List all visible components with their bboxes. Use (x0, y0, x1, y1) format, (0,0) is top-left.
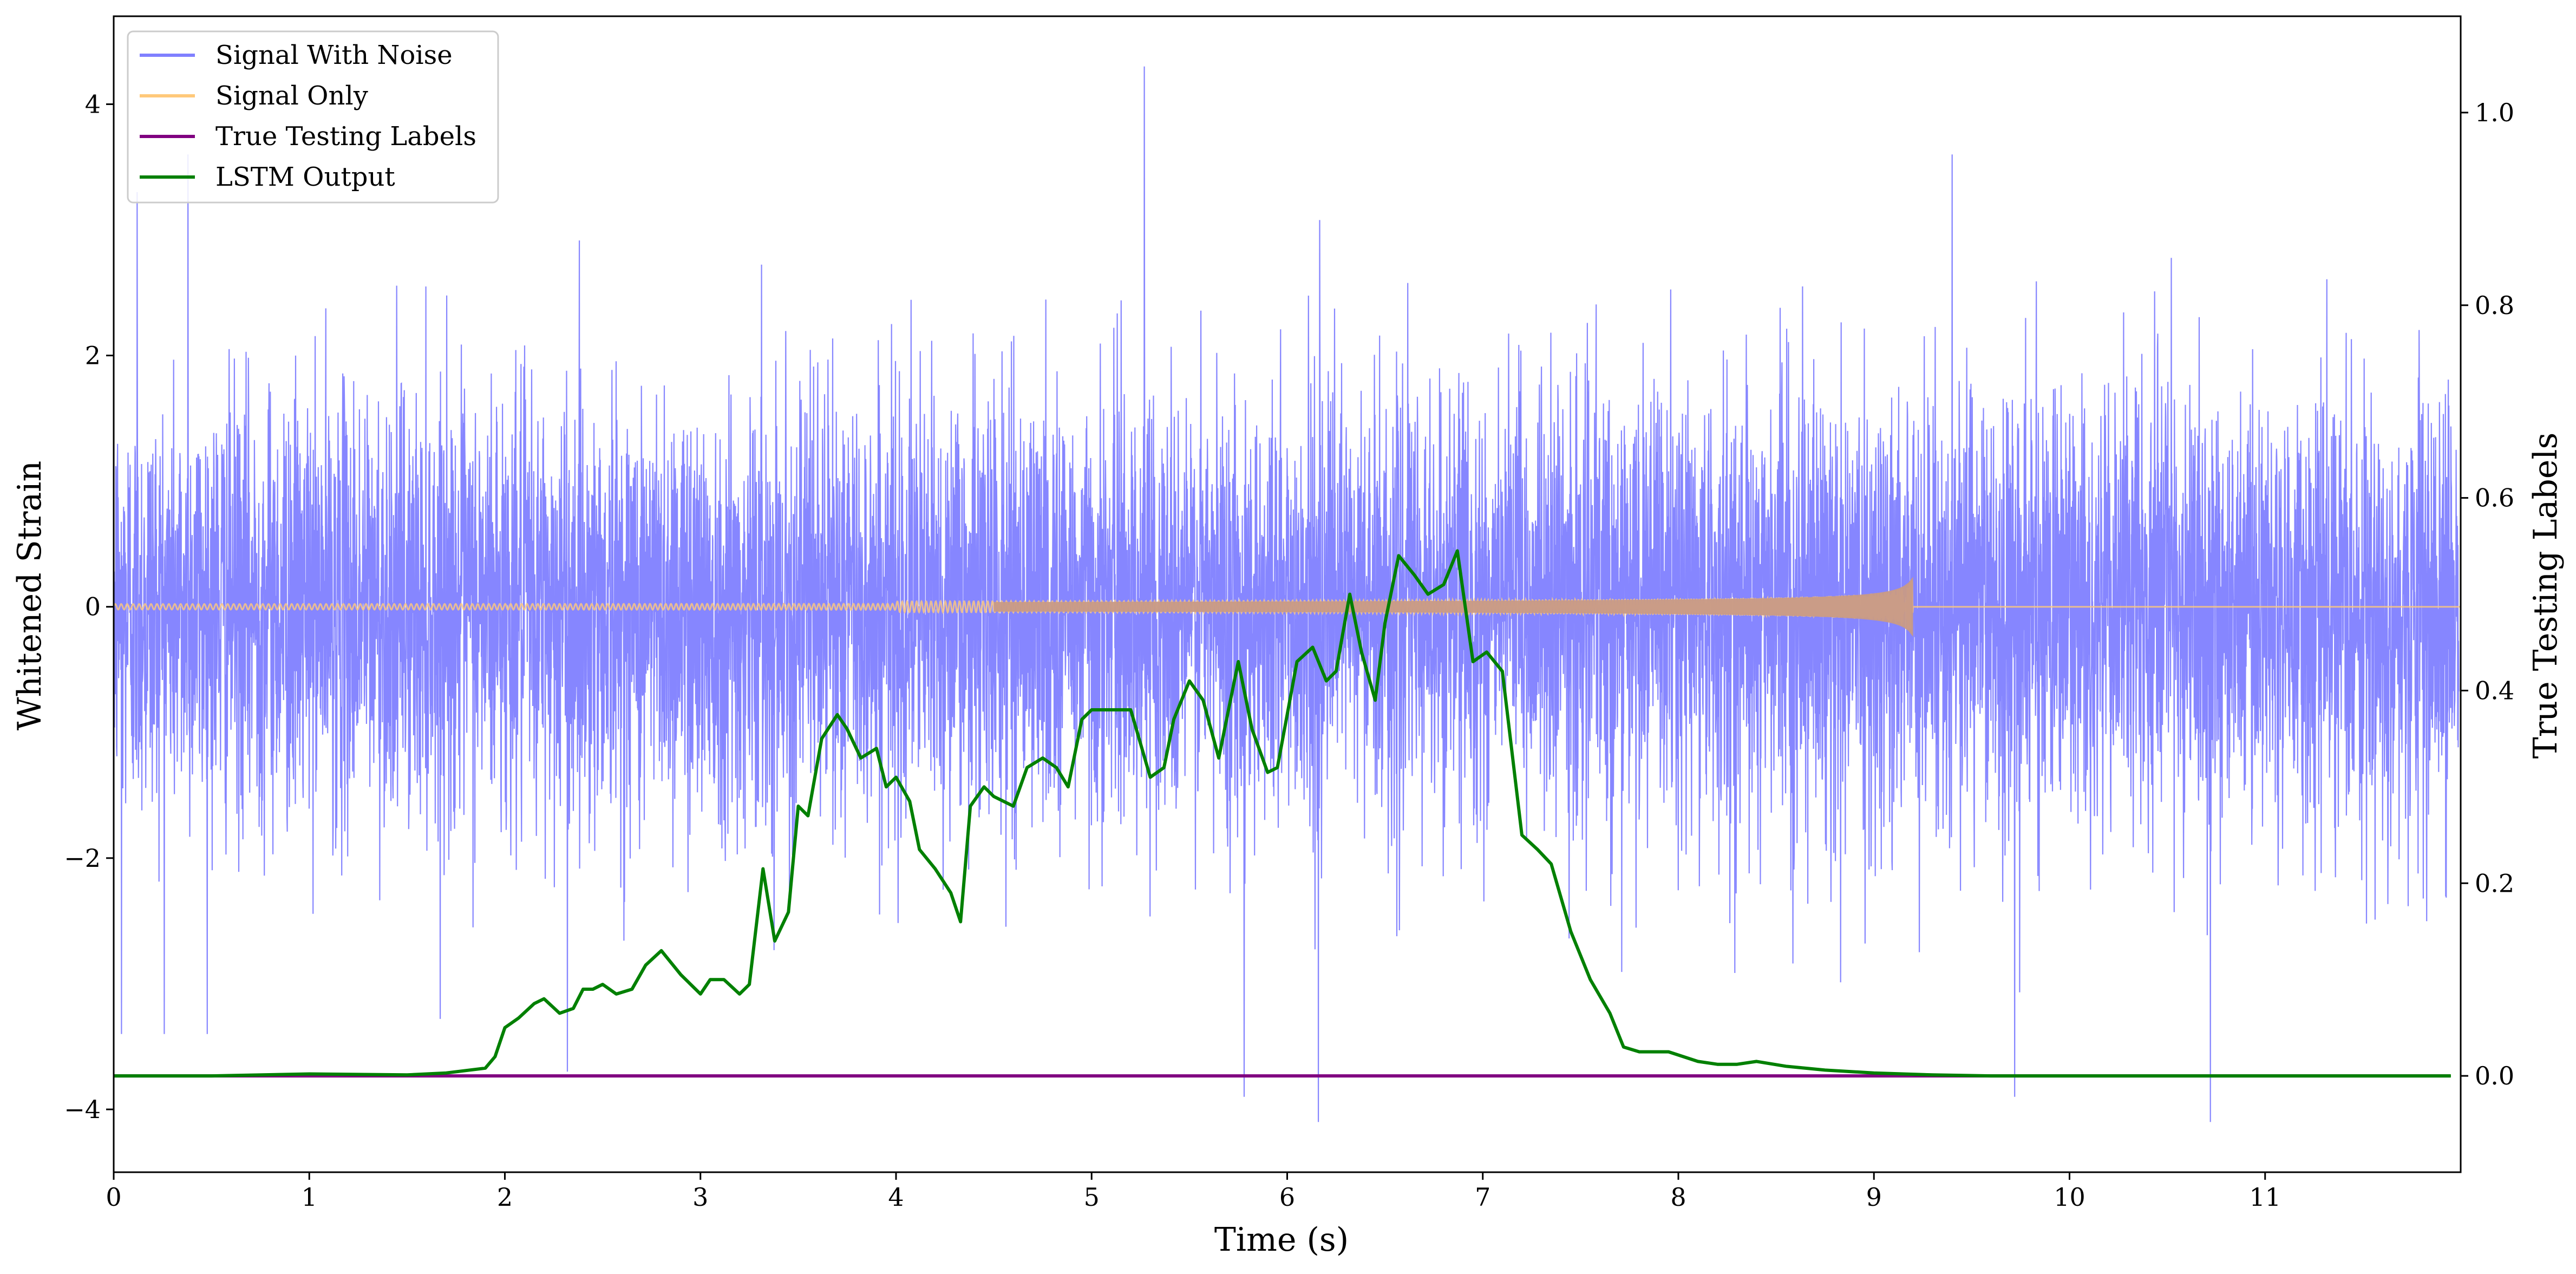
left-y-axis-ticks: −4 −2 0 2 4 (64, 89, 114, 1124)
y-tick-label: 2 (85, 341, 101, 370)
y2-tick-label: 1.0 (2475, 98, 2514, 127)
legend: Signal With Noise Signal Only True Testing… (127, 30, 499, 204)
x-tick-label: 10 (2054, 1182, 2085, 1212)
x-tick-label: 1 (302, 1182, 317, 1212)
x-tick-label: 9 (1866, 1182, 1882, 1212)
y2-tick-label: 0.4 (2475, 676, 2514, 705)
signal-only-envelope (993, 577, 1913, 637)
signal-only-series (114, 577, 2461, 637)
legend-label: Signal With Noise (215, 40, 453, 70)
legend-box (127, 30, 499, 204)
legend-label: True Testing Labels (215, 121, 476, 152)
x-axis-ticks: 0 1 2 3 4 5 6 7 8 9 10 11 (106, 1172, 2281, 1212)
x-tick-label: 5 (1084, 1182, 1100, 1212)
x-tick-label: 4 (888, 1182, 904, 1212)
y-tick-label: 4 (85, 89, 101, 119)
x-axis-label: Time (s) (1214, 1221, 1349, 1259)
left-y-axis-label: Whitened Strain (11, 461, 49, 730)
signal-with-noise-series (114, 66, 2460, 1122)
x-tick-label: 8 (1670, 1182, 1686, 1212)
y2-tick-label: 0.2 (2475, 868, 2514, 898)
lstm-output-series (114, 549, 2451, 1078)
lstm-output-line (114, 549, 2451, 1078)
x-tick-label: 6 (1279, 1182, 1295, 1212)
x-tick-label: 2 (497, 1182, 513, 1212)
y-tick-label: −2 (64, 844, 101, 873)
y-tick-label: −4 (64, 1095, 101, 1124)
x-tick-label: 0 (106, 1182, 121, 1212)
signal-with-noise-line (114, 66, 2460, 1122)
x-tick-label: 7 (1475, 1182, 1490, 1212)
right-y-axis-label: True Testing Labels (2527, 433, 2565, 759)
legend-label: LSTM Output (215, 162, 395, 192)
right-y-axis-ticks: 0.0 0.2 0.4 0.6 0.8 1.0 (2461, 98, 2514, 1090)
x-tick-label: 11 (2249, 1182, 2281, 1212)
legend-label: Signal Only (215, 81, 368, 111)
y-tick-label: 0 (85, 592, 101, 622)
y2-tick-label: 0.0 (2475, 1061, 2514, 1090)
y2-tick-label: 0.8 (2475, 291, 2514, 320)
x-tick-label: 3 (692, 1182, 708, 1212)
y2-tick-label: 0.6 (2475, 484, 2514, 513)
